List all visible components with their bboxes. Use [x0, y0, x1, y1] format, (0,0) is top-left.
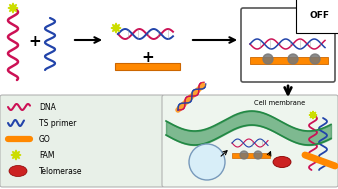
Bar	[250, 57, 328, 64]
Text: DNA: DNA	[39, 102, 56, 112]
Bar	[115, 63, 180, 70]
Ellipse shape	[9, 166, 27, 177]
Circle shape	[310, 54, 320, 64]
Polygon shape	[309, 111, 317, 119]
Text: Telomerase: Telomerase	[39, 167, 82, 176]
Circle shape	[254, 151, 262, 159]
Polygon shape	[111, 23, 121, 33]
FancyBboxPatch shape	[162, 95, 338, 187]
FancyBboxPatch shape	[0, 95, 164, 187]
Text: +: +	[29, 35, 41, 50]
Text: TS primer: TS primer	[39, 119, 76, 128]
Text: OFF: OFF	[310, 11, 330, 19]
Circle shape	[288, 54, 298, 64]
Text: +: +	[142, 50, 154, 66]
FancyBboxPatch shape	[241, 8, 335, 82]
Polygon shape	[8, 3, 18, 13]
Circle shape	[189, 144, 225, 180]
Circle shape	[240, 151, 248, 159]
Text: Cell membrane: Cell membrane	[255, 100, 306, 106]
Text: FAM: FAM	[39, 150, 54, 160]
Circle shape	[263, 54, 273, 64]
Polygon shape	[11, 150, 21, 160]
Ellipse shape	[273, 156, 291, 167]
Bar	[232, 153, 270, 158]
Text: GO: GO	[39, 135, 51, 143]
